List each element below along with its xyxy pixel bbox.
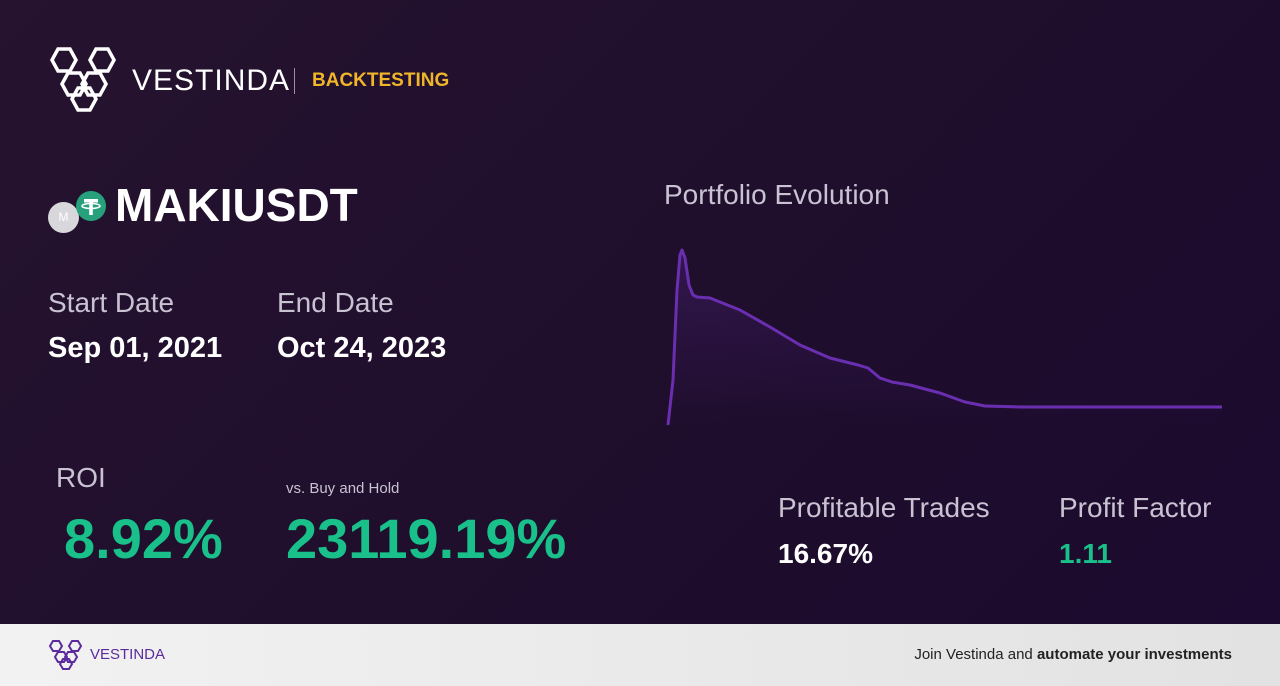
end-date: Oct 24, 2023 bbox=[277, 332, 447, 364]
logo bbox=[50, 47, 116, 112]
footer-logo bbox=[48, 640, 83, 670]
chart-title: Portfolio Evolution bbox=[664, 179, 890, 210]
pf: 1.11 bbox=[1059, 538, 1112, 569]
bh-label: vs. Buy and Hold bbox=[286, 480, 400, 497]
line-area bbox=[668, 250, 1222, 425]
trades-label: Profitable Trades bbox=[778, 492, 990, 523]
bh: 23119.19% bbox=[286, 507, 567, 570]
footer-brand: VESTINDA bbox=[90, 646, 166, 663]
end-label: End Date bbox=[277, 287, 394, 318]
tether-icon bbox=[76, 191, 106, 221]
asset-icon: M bbox=[48, 202, 79, 233]
tag: BACKTESTING bbox=[312, 70, 450, 91]
roi-label: ROI bbox=[56, 462, 106, 493]
line bbox=[666, 248, 1222, 426]
brand: VESTINDA bbox=[132, 64, 291, 97]
cta-bold: automate your investments bbox=[1036, 646, 1232, 663]
symbol: MAKIUSDT bbox=[115, 179, 358, 231]
roi: 8.92% bbox=[64, 507, 223, 570]
cta-plain: Join Vestinda and bbox=[914, 646, 1033, 663]
chart bbox=[666, 248, 1222, 426]
cta: Join Vestinda and automate your investme… bbox=[914, 646, 1232, 663]
pf-label: Profit Factor bbox=[1059, 492, 1212, 523]
footer: VESTINDA Join Vestinda and automate your… bbox=[0, 624, 1280, 686]
start-date: Sep 01, 2021 bbox=[48, 332, 223, 364]
divider bbox=[294, 68, 295, 94]
trades: 16.67% bbox=[778, 538, 873, 569]
start-label: Start Date bbox=[48, 287, 175, 318]
